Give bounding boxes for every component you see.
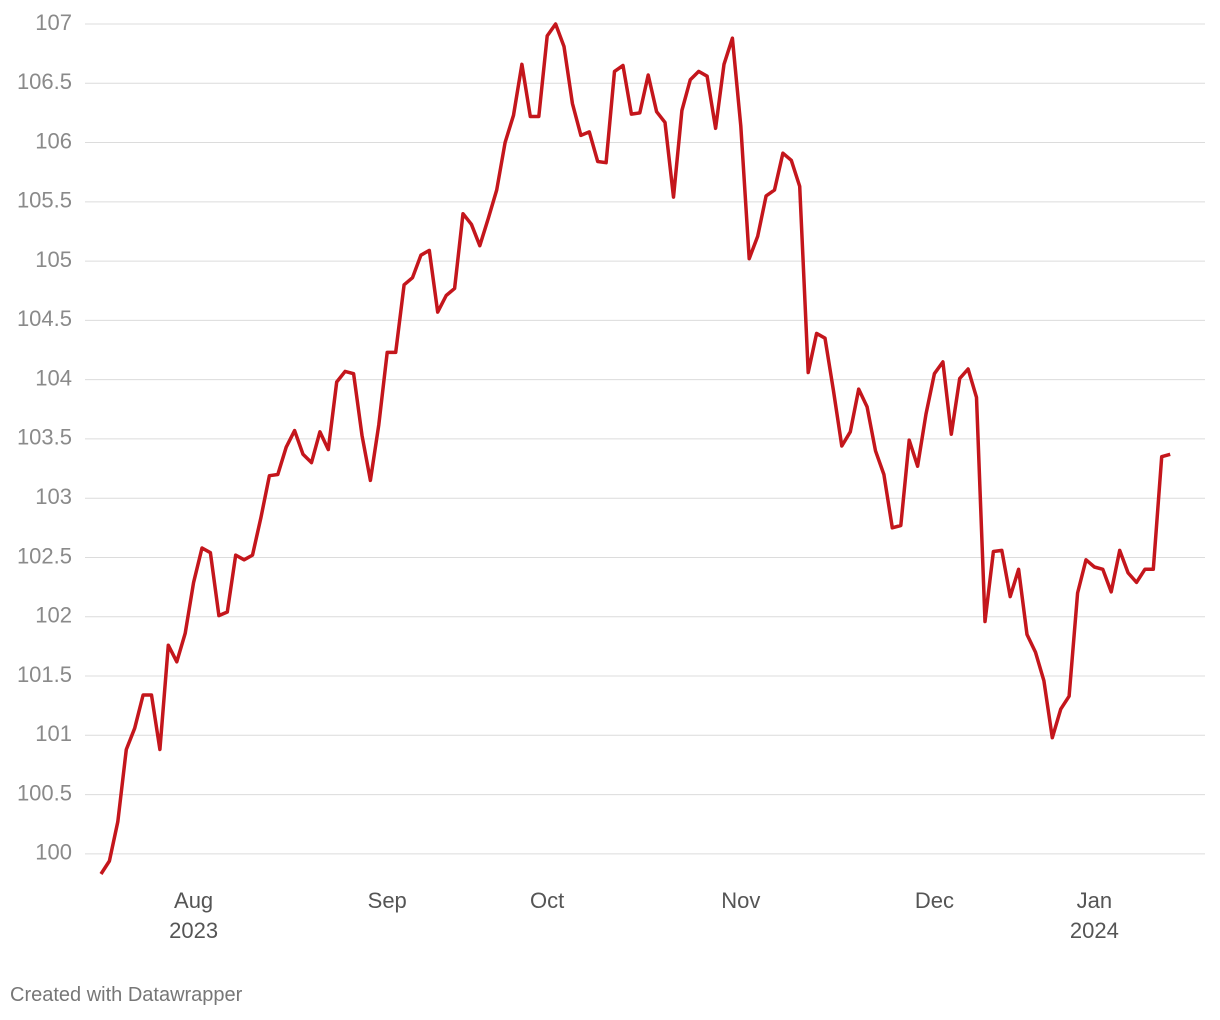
y-tick-label: 106 bbox=[35, 128, 72, 153]
y-tick-label: 105.5 bbox=[17, 188, 72, 213]
y-tick-label: 103.5 bbox=[17, 425, 72, 450]
y-tick-label: 104 bbox=[35, 365, 72, 390]
line bbox=[99, 22, 1171, 875]
x-tick-label: Sep bbox=[367, 888, 407, 913]
x-tick-label: Dec bbox=[914, 888, 954, 913]
y-tick-label: 107 bbox=[35, 10, 72, 35]
y-tick-label: 101 bbox=[35, 721, 72, 746]
y-tick-label: 100 bbox=[35, 840, 72, 865]
y-tick-label: 106.5 bbox=[17, 69, 72, 94]
x-tick-label: Nov bbox=[721, 888, 761, 913]
footer: Created with Datawrapper bbox=[10, 984, 243, 1006]
y-tick-label: 104.5 bbox=[17, 306, 72, 331]
y-tick-label: 103 bbox=[35, 484, 72, 509]
x-tick-label: Oct bbox=[530, 888, 565, 913]
y-tick-label: 101.5 bbox=[17, 662, 72, 687]
y-tick-label: 100.5 bbox=[17, 780, 72, 805]
x-tick-label: Jan 2024 bbox=[1069, 888, 1119, 943]
y-tick-label: 102 bbox=[35, 603, 72, 628]
x-tick-label: Aug 2023 bbox=[169, 888, 219, 943]
y-tick-label: 105 bbox=[35, 247, 72, 272]
y-tick-label: 102.5 bbox=[17, 543, 72, 568]
